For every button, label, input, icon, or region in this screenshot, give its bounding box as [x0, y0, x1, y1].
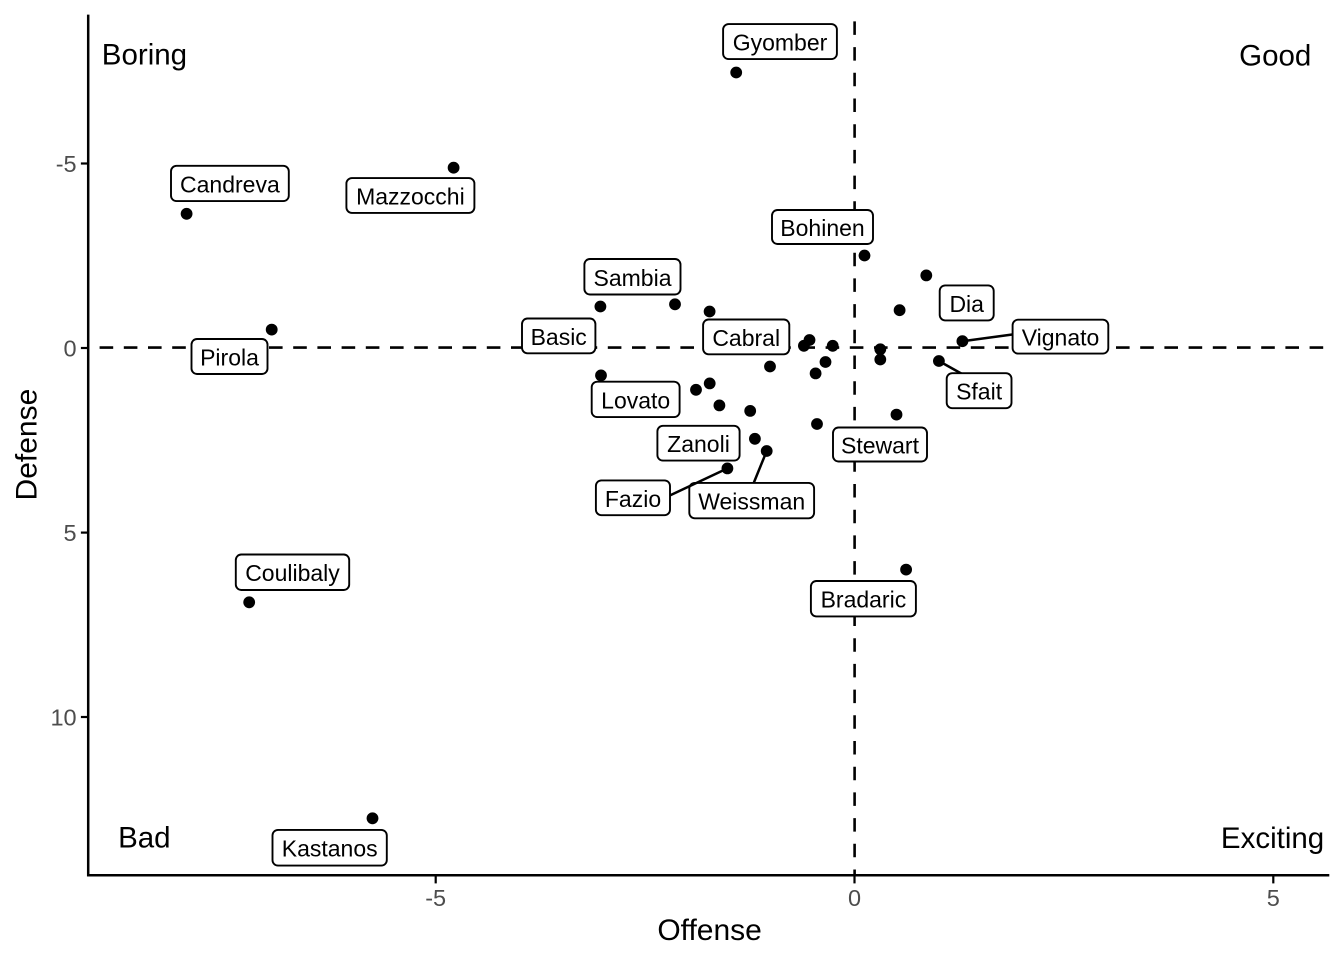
- svg-text:Bohinen: Bohinen: [780, 215, 864, 241]
- svg-text:Mazzocchi: Mazzocchi: [356, 184, 465, 210]
- svg-text:Offense: Offense: [657, 914, 762, 947]
- svg-text:0: 0: [848, 885, 861, 911]
- svg-text:Bad: Bad: [118, 822, 171, 855]
- svg-text:Pirola: Pirola: [200, 345, 259, 371]
- svg-text:Candreva: Candreva: [180, 171, 280, 197]
- svg-text:Dia: Dia: [949, 291, 984, 317]
- svg-text:-5: -5: [425, 885, 446, 911]
- svg-text:Sambia: Sambia: [594, 265, 672, 291]
- svg-text:Defense: Defense: [10, 389, 43, 501]
- svg-text:Cabral: Cabral: [712, 325, 780, 351]
- svg-text:Gyomber: Gyomber: [733, 30, 828, 56]
- svg-text:Fazio: Fazio: [605, 486, 661, 512]
- svg-text:Exciting: Exciting: [1221, 822, 1324, 855]
- svg-text:Good: Good: [1239, 40, 1311, 73]
- svg-text:Bradaric: Bradaric: [821, 587, 907, 613]
- svg-text:5: 5: [1267, 885, 1280, 911]
- svg-text:5: 5: [64, 520, 77, 546]
- svg-text:Kastanos: Kastanos: [282, 836, 378, 862]
- svg-text:Basic: Basic: [531, 324, 587, 350]
- svg-text:10: 10: [50, 704, 76, 730]
- svg-text:Vignato: Vignato: [1022, 325, 1100, 351]
- svg-text:Coulibaly: Coulibaly: [245, 560, 340, 586]
- svg-text:Boring: Boring: [102, 39, 187, 72]
- svg-text:Stewart: Stewart: [841, 433, 920, 459]
- svg-text:Sfait: Sfait: [956, 379, 1003, 405]
- svg-text:0: 0: [64, 335, 77, 361]
- svg-text:-5: -5: [56, 151, 77, 177]
- svg-text:Weissman: Weissman: [698, 489, 805, 515]
- svg-text:Zanoli: Zanoli: [667, 431, 730, 457]
- svg-text:Lovato: Lovato: [601, 387, 670, 413]
